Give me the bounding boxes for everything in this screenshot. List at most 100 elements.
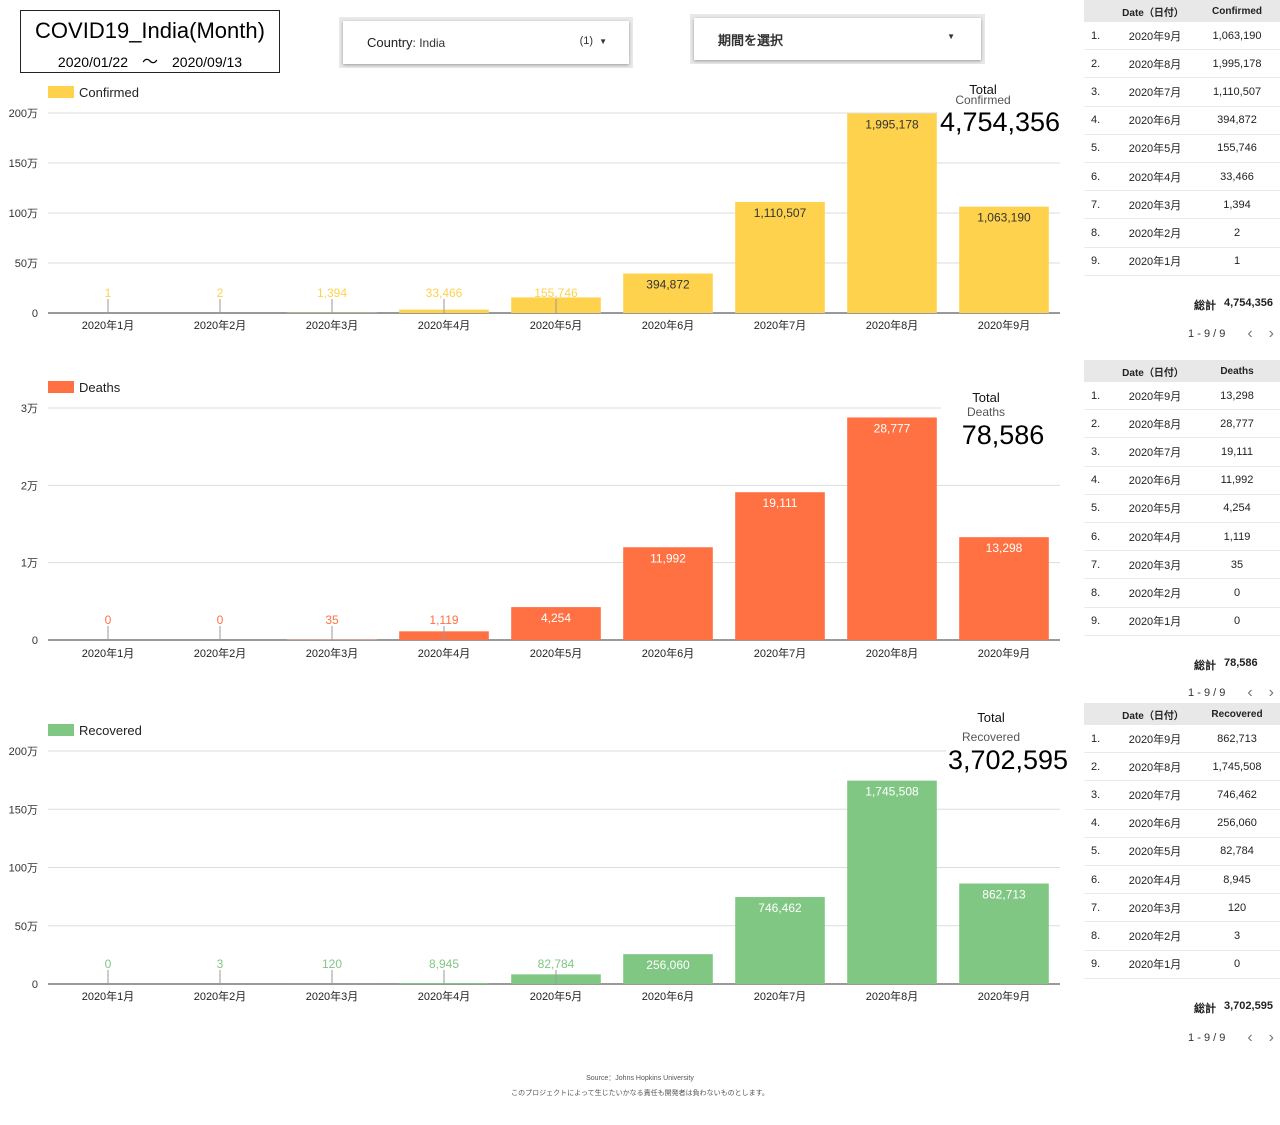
scorecard-label: Total — [969, 82, 997, 97]
chevron-left-icon[interactable]: ‹ — [1247, 325, 1253, 342]
y-tick-label: 100万 — [9, 863, 38, 875]
y-tick-label: 50万 — [15, 921, 38, 933]
total-label: 総計 — [1194, 300, 1216, 312]
row-index: 1. — [1091, 29, 1101, 42]
scorecard-value: 4,754,356 — [940, 107, 1060, 137]
pagination: 1 - 9 / 9 ‹ › — [1084, 684, 1280, 702]
x-tick-label: 2020年5月 — [530, 989, 583, 1003]
row-index: 2. — [1091, 57, 1101, 70]
bar-value-label: 1,063,190 — [977, 211, 1031, 225]
legend-label: Recovered — [79, 723, 142, 738]
chevron-left-icon[interactable]: ‹ — [1247, 684, 1253, 701]
row-date: 2020年5月 — [1128, 503, 1182, 516]
column-header-value[interactable]: Deaths — [1220, 365, 1254, 377]
chevron-left-icon[interactable]: ‹ — [1247, 1029, 1253, 1046]
row-index: 4. — [1091, 474, 1101, 487]
row-index: 3. — [1091, 85, 1101, 98]
column-header-value[interactable]: Recovered — [1211, 708, 1263, 720]
legend-swatch — [48, 724, 74, 736]
caret-down-icon[interactable]: ▼ — [947, 32, 955, 41]
table-row: 4. 2020年6月 256,060 — [1084, 810, 1280, 838]
pagination-text: 1 - 9 / 9 — [1188, 1032, 1226, 1044]
total-value: 78,586 — [1224, 657, 1258, 669]
row-index: 1. — [1091, 389, 1101, 402]
row-index: 1. — [1091, 732, 1101, 745]
row-value: 35 — [1230, 558, 1244, 571]
row-index: 7. — [1091, 558, 1101, 571]
row-date: 2020年1月 — [1128, 959, 1182, 972]
y-tick-label: 0 — [32, 979, 38, 991]
bar-value-label: 1 — [105, 286, 112, 300]
row-value: 11,992 — [1220, 474, 1254, 487]
row-date: 2020年7月 — [1128, 86, 1182, 99]
period-filter[interactable]: 期間を選択 ▼ — [690, 14, 985, 64]
row-date: 2020年4月 — [1128, 531, 1182, 544]
table-total: 総計 4,754,356 — [1084, 297, 1280, 313]
row-index: 9. — [1091, 958, 1101, 971]
row-value: 0 — [1233, 958, 1241, 971]
scorecard-value: 3,702,595 — [948, 745, 1068, 775]
chevron-right-icon[interactable]: › — [1268, 1029, 1274, 1046]
x-tick-label: 2020年9月 — [978, 646, 1031, 660]
table-row: 6. 2020年4月 33,466 — [1084, 163, 1280, 192]
column-header-date[interactable]: Date（日付） — [1122, 710, 1184, 722]
row-value: 256,060 — [1217, 817, 1257, 830]
table-row: 6. 2020年4月 1,119 — [1084, 523, 1280, 552]
row-value: 28,777 — [1220, 417, 1254, 430]
table-row: 6. 2020年4月 8,945 — [1084, 866, 1280, 895]
table-row: 5. 2020年5月 155,746 — [1084, 135, 1280, 163]
report-title-box: COVID19_India(Month) 2020/01/22 〜 2020/09/… — [20, 10, 280, 73]
table-row: 3. 2020年7月 1,110,507 — [1084, 78, 1280, 107]
x-tick-label: 2020年6月 — [642, 646, 695, 660]
bar-value-label: 862,713 — [982, 887, 1026, 901]
row-value: 155,746 — [1217, 142, 1257, 155]
deaths-chart: Deaths 0 1万 2万 3万 0 2020年1月 0 2020年2月 35 2020年3月 1,… — [21, 380, 1065, 660]
row-index: 4. — [1091, 114, 1101, 127]
row-index: 5. — [1091, 845, 1101, 858]
y-tick-label: 150万 — [9, 158, 38, 170]
bar-value-label: 1,995,178 — [865, 117, 919, 131]
caret-down-icon[interactable]: ▼ — [599, 37, 607, 46]
y-tick-label: 0 — [32, 308, 38, 320]
x-tick-label: 2020年4月 — [418, 989, 471, 1003]
row-index: 6. — [1091, 873, 1101, 886]
table-row: 4. 2020年6月 394,872 — [1084, 107, 1280, 135]
table-row: 9. 2020年1月 0 — [1084, 951, 1280, 979]
column-header-value[interactable]: Confirmed — [1212, 5, 1262, 17]
scorecard-value: 78,586 — [962, 420, 1045, 450]
table-row: 7. 2020年3月 120 — [1084, 894, 1280, 923]
bar-value-label: 1,119 — [429, 613, 458, 627]
table-row: 5. 2020年5月 4,254 — [1084, 495, 1280, 523]
column-header-date[interactable]: Date（日付） — [1122, 367, 1184, 379]
y-tick-label: 200万 — [9, 108, 38, 120]
total-value: 4,754,356 — [1224, 297, 1273, 309]
bar — [511, 607, 601, 640]
row-index: 7. — [1091, 901, 1101, 914]
chevron-right-icon[interactable]: › — [1268, 684, 1274, 701]
pagination-text: 1 - 9 / 9 — [1188, 687, 1226, 699]
bar-value-label: 394,872 — [646, 278, 690, 292]
bar — [959, 537, 1049, 640]
y-tick-label: 50万 — [15, 258, 38, 270]
row-index: 8. — [1091, 586, 1101, 599]
table-row: 9. 2020年1月 1 — [1084, 248, 1280, 276]
x-tick-label: 2020年9月 — [978, 989, 1031, 1003]
country-filter[interactable]: Country: India (1) ▼ — [339, 17, 633, 68]
table-header: Date（日付） Recovered — [1084, 703, 1280, 725]
bar-value-label: 1,110,507 — [754, 206, 807, 220]
row-date: 2020年9月 — [1128, 733, 1182, 746]
period-filter-label: 期間を選択 — [718, 33, 784, 48]
row-index: 5. — [1091, 142, 1101, 155]
row-value: 0 — [1233, 615, 1241, 628]
row-value: 1 — [1233, 255, 1241, 268]
row-value: 3 — [1233, 929, 1241, 942]
row-index: 5. — [1091, 502, 1101, 515]
chevron-right-icon[interactable]: › — [1268, 325, 1274, 342]
bar-value-label: 0 — [217, 613, 224, 627]
row-index: 3. — [1091, 445, 1101, 458]
table-row: 7. 2020年3月 1,394 — [1084, 191, 1280, 220]
row-index: 4. — [1091, 817, 1101, 830]
row-date: 2020年9月 — [1128, 30, 1182, 43]
x-tick-label: 2020年7月 — [754, 646, 807, 660]
column-header-date[interactable]: Date（日付） — [1122, 7, 1184, 19]
